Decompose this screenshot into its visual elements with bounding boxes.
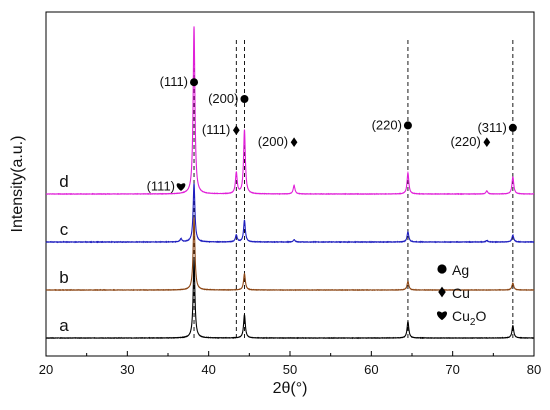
peak-annotation: (200)	[208, 91, 249, 106]
diamond-marker-icon	[290, 137, 298, 147]
x-axis-ticks: 20 30 40 50 60 70 80	[39, 351, 541, 377]
legend-item: Cu2O	[436, 308, 486, 328]
trace-label-d: d	[59, 172, 68, 191]
trace-labels: a b c d	[59, 172, 69, 335]
peak-annotation: (111)	[160, 74, 199, 89]
x-tick-label: 60	[364, 362, 378, 377]
diamond-marker-icon	[232, 125, 240, 135]
trace-d	[45, 26, 535, 196]
plot-frame	[45, 11, 535, 357]
x-tick-label: 20	[39, 362, 53, 377]
trace-b	[45, 217, 535, 292]
peak-annotation-label: (111)	[147, 178, 175, 193]
diamond-marker-icon	[438, 286, 446, 298]
x-axis-title: 2θ(°)	[273, 380, 308, 397]
circle-marker-icon	[508, 123, 517, 132]
peak-annotation-label: (200)	[208, 91, 238, 106]
heart-marker-icon	[436, 311, 448, 321]
legend-label: Cu2O	[452, 308, 486, 328]
legend-label: Ag	[452, 262, 469, 278]
peak-annotation-label: (200)	[258, 134, 288, 149]
peak-annotation-label: (220)	[450, 134, 480, 149]
reference-lines	[193, 40, 514, 338]
x-tick-label: 40	[201, 362, 215, 377]
peak-annotation: (311)	[477, 120, 517, 135]
trace-a	[45, 259, 535, 340]
diamond-marker-icon	[483, 137, 491, 147]
diffraction-traces	[45, 26, 535, 340]
peak-annotation: (220)	[372, 117, 412, 132]
circle-marker-icon	[403, 121, 412, 130]
legend-label: Cu	[452, 285, 470, 301]
peak-annotations: (111)(200)(111)(200)(220)(220)(311)(111)	[147, 74, 517, 193]
peak-annotation-label: (111)	[160, 74, 188, 89]
heart-marker-icon	[176, 183, 186, 191]
x-tick-label: 70	[445, 362, 459, 377]
circle-marker-icon	[240, 95, 249, 103]
peak-annotation: (220)	[450, 134, 491, 149]
peak-annotation: (111)	[147, 178, 186, 193]
peak-annotation: (111)	[202, 122, 240, 137]
peak-annotation-label: (220)	[372, 117, 402, 132]
trace-label-a: a	[59, 316, 69, 335]
y-axis-title: Intensity(a.u.)	[9, 136, 26, 233]
peak-annotation: (200)	[258, 134, 298, 149]
legend-item: Ag	[437, 262, 469, 278]
x-tick-label: 50	[283, 362, 297, 377]
trace-c	[45, 183, 535, 244]
peak-annotation-label: (111)	[202, 122, 230, 137]
legend-item: Cu	[438, 285, 470, 301]
peak-annotation-label: (311)	[477, 120, 506, 135]
trace-label-b: b	[59, 268, 68, 287]
x-tick-label: 30	[120, 362, 134, 377]
trace-label-c: c	[60, 220, 69, 239]
x-tick-label: 80	[527, 362, 541, 377]
circle-marker-icon	[437, 264, 447, 274]
legend: Ag Cu Cu2O	[436, 262, 486, 328]
circle-marker-icon	[190, 78, 199, 87]
